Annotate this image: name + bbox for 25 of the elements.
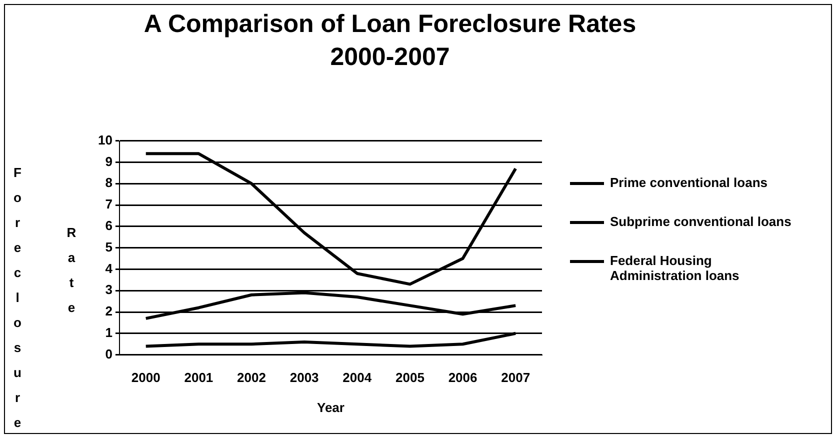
- x-tick-label: 2002: [237, 370, 266, 386]
- y-tick-label: 6: [105, 218, 112, 233]
- x-tick-label: 2004: [342, 370, 372, 386]
- y-tick-label: 0: [105, 346, 112, 362]
- y-tick-label: 5: [105, 239, 112, 254]
- x-tick-label: 2007: [501, 370, 530, 386]
- y-tick-label: 9: [105, 154, 112, 169]
- y-tick-label: 8: [105, 175, 112, 190]
- x-tick-label: 2003: [290, 370, 319, 386]
- chart-title: A Comparison of Loan Foreclosure Rates 2000-2007: [142, 9, 638, 73]
- y-tick-label: 2: [105, 304, 112, 319]
- text: Foreclosure Rate: [10, 165, 79, 440]
- y-tick-label: 1: [105, 324, 112, 340]
- y-tick-label: 3: [105, 282, 112, 298]
- legend-label: Prime conventional loans: [610, 175, 768, 190]
- y-tick-label: 7: [105, 196, 112, 212]
- x-tick-label: 2006: [448, 370, 478, 386]
- y-tick-label: 4: [105, 260, 114, 276]
- x-tick-label: 2001: [184, 370, 214, 386]
- x-tick-label: 2005: [395, 370, 424, 386]
- y-tick-label: 10: [98, 132, 112, 148]
- legend-label: Subprime conventional loans: [610, 214, 792, 229]
- legend-label: Federal Housing Administration loans: [610, 253, 740, 283]
- x-axis-title: Year: [316, 400, 344, 415]
- x-tick-label: 2000: [131, 370, 160, 386]
